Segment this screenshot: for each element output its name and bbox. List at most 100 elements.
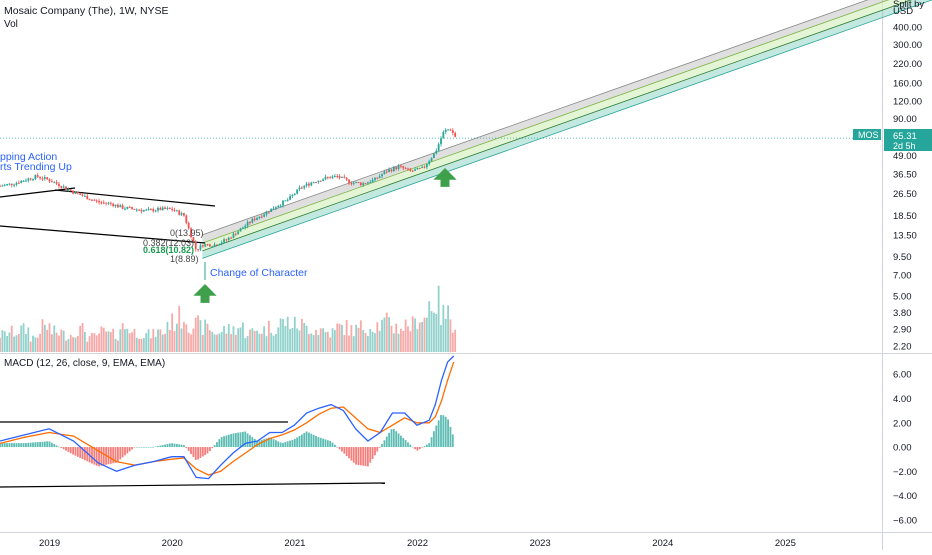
macd-histogram-bar bbox=[319, 437, 322, 448]
candle-body bbox=[1, 185, 4, 187]
price-axis-currency: USD bbox=[893, 6, 913, 17]
macd-histogram-bar bbox=[0, 443, 1, 448]
last-price-countdown: 2d 5h bbox=[893, 141, 916, 151]
macd-histogram-bar bbox=[154, 446, 157, 448]
macd-histogram-bar bbox=[378, 447, 381, 448]
candle-body bbox=[258, 216, 261, 219]
macd-tick-label: 2.00 bbox=[893, 418, 912, 429]
volume-bar bbox=[390, 325, 393, 352]
candle-body bbox=[442, 131, 445, 139]
volume-bar bbox=[324, 332, 327, 352]
price-tick-label: 36.50 bbox=[893, 169, 917, 180]
candle-body bbox=[171, 208, 174, 210]
macd-histogram-bar bbox=[234, 432, 237, 448]
volume-bar bbox=[140, 338, 143, 352]
candle-body bbox=[402, 166, 405, 169]
macd-histogram-bar bbox=[208, 447, 211, 452]
candle-body bbox=[282, 200, 284, 206]
volume-bar bbox=[234, 334, 237, 352]
volume-bar bbox=[76, 335, 79, 352]
volume-bar bbox=[449, 319, 452, 352]
time-axis[interactable]: 2019 2020 2021 2022 2023 2024 2025 bbox=[39, 538, 796, 549]
volume-bar bbox=[1, 330, 4, 352]
macd-histogram-bar bbox=[289, 440, 291, 448]
candle-body bbox=[43, 177, 46, 179]
candle-body bbox=[350, 183, 353, 185]
macd-axis[interactable]: 6.00 4.00 2.00 0.00 −2.00 −4.00 −6.00 bbox=[893, 370, 917, 527]
macd-histogram-bar bbox=[206, 447, 209, 454]
macd-trendline-lower bbox=[0, 482, 386, 488]
candle-body bbox=[329, 177, 332, 179]
volume-bar bbox=[138, 338, 141, 352]
price-tick-label: 220.00 bbox=[893, 59, 922, 70]
macd-histogram-bar bbox=[407, 442, 409, 448]
candle-body bbox=[331, 176, 334, 179]
volume-bar bbox=[72, 337, 75, 352]
volume-bar bbox=[121, 323, 124, 352]
candle-body bbox=[315, 182, 317, 184]
volume-bar bbox=[173, 331, 176, 352]
macd-histogram-bar bbox=[246, 433, 249, 448]
macd-histogram-bar bbox=[279, 442, 282, 448]
macd-histogram-bar bbox=[333, 444, 336, 448]
macd-histogram-bar bbox=[230, 434, 233, 448]
volume-bar bbox=[319, 328, 322, 352]
macd-histogram-bar bbox=[145, 447, 148, 448]
candle-body bbox=[72, 190, 75, 194]
candle-body bbox=[46, 177, 49, 180]
volume-bar bbox=[397, 333, 400, 352]
candle-body bbox=[407, 168, 409, 170]
volume-bar bbox=[421, 321, 424, 352]
volume-bar bbox=[175, 323, 178, 352]
volume-bar bbox=[383, 317, 386, 352]
volume-bar bbox=[187, 332, 190, 352]
arrow-up-2 bbox=[433, 168, 457, 187]
volume-bar bbox=[357, 327, 360, 352]
candle-body bbox=[114, 204, 117, 207]
channel-line-2 bbox=[202, 0, 913, 252]
volume-bar bbox=[251, 328, 254, 352]
candle-body bbox=[39, 176, 41, 179]
volume-bar bbox=[232, 326, 235, 352]
candle-body bbox=[53, 182, 56, 184]
volume-bar bbox=[88, 336, 91, 352]
macd-histogram-bar bbox=[95, 447, 98, 466]
volume-bar bbox=[6, 335, 8, 352]
macd-histogram-bar bbox=[131, 447, 133, 450]
macd-histogram-bar bbox=[1, 443, 4, 448]
volume-bar bbox=[447, 305, 449, 352]
macd-histogram-bar bbox=[112, 447, 115, 464]
candle-body bbox=[293, 193, 296, 195]
candle-body bbox=[58, 183, 60, 187]
macd-histogram-bar bbox=[423, 446, 426, 448]
volume-label: Vol bbox=[4, 19, 18, 30]
macd-histogram-bar bbox=[223, 436, 225, 448]
macd-histogram-bar bbox=[218, 439, 221, 448]
candle-body bbox=[145, 209, 148, 211]
volume-bar bbox=[336, 323, 339, 352]
macd-histogram-bar bbox=[187, 447, 190, 452]
last-price-tag: MOS 65.31 2d 5h bbox=[853, 129, 932, 151]
volume-bar bbox=[402, 330, 405, 352]
volume-bar bbox=[331, 328, 334, 352]
candle-body bbox=[126, 207, 129, 209]
macd-histogram-bar bbox=[190, 447, 192, 455]
macd-histogram-bar bbox=[58, 446, 60, 448]
volume-bar bbox=[310, 333, 313, 352]
macd-histogram-bar bbox=[371, 447, 374, 459]
macd-histogram-bar bbox=[239, 432, 242, 448]
volume-bar bbox=[409, 331, 412, 352]
macd-histogram-bar bbox=[400, 435, 402, 448]
volume-bar bbox=[168, 329, 171, 352]
candle-body bbox=[117, 204, 119, 208]
candle-body bbox=[223, 239, 225, 243]
price-tick-label: 160.00 bbox=[893, 79, 922, 90]
candle-body bbox=[17, 182, 20, 184]
macd-histogram-bar bbox=[197, 447, 199, 460]
macd-tick-label: 6.00 bbox=[893, 370, 912, 381]
macd-panel bbox=[0, 355, 455, 480]
macd-histogram-bar bbox=[81, 447, 84, 460]
